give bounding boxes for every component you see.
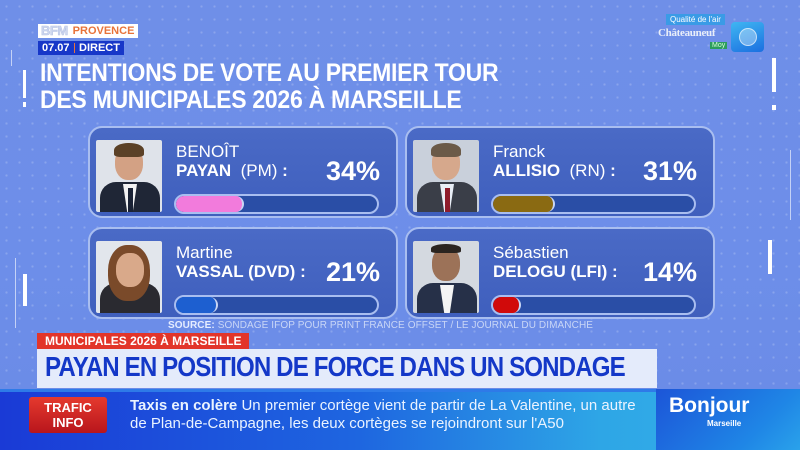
- progress-bar: [174, 295, 379, 315]
- progress-bar: [174, 194, 379, 214]
- last-name: PAYAN: [176, 161, 232, 180]
- candidate-last-name: PAYAN (PM) :: [176, 161, 288, 181]
- progress-fill: [493, 196, 556, 212]
- air-quality-widget: Qualité de l'air Châteauneuf Moy: [658, 12, 766, 54]
- air-quality-icon: [731, 22, 764, 52]
- headline: PAYAN EN POSITION DE FORCE DANS UN SONDA…: [45, 351, 626, 382]
- candidate-percent: 14%: [642, 257, 697, 287]
- separator: [73, 43, 76, 53]
- progress-bar: [491, 194, 696, 214]
- decor-dot: [772, 105, 776, 110]
- decor-line: [790, 150, 791, 220]
- candidate-percent: 31%: [642, 156, 697, 186]
- progress-bar: [491, 295, 696, 315]
- ticker-bold: Taxis en colère: [130, 397, 238, 414]
- candidate-card-delogu: Sébastien DELOGU (LFI) : 14%: [405, 227, 715, 319]
- last-name: VASSAL: [176, 262, 244, 281]
- candidate-card-allisio: Franck ALLISIO (RN) : 31%: [405, 126, 715, 218]
- candidate-photo: [413, 140, 479, 212]
- candidate-last-name: ALLISIO (RN) :: [493, 161, 616, 181]
- live-label: DIRECT: [79, 42, 120, 54]
- channel-region: PROVENCE: [70, 24, 139, 38]
- progress-fill: [493, 297, 522, 313]
- program-subtitle: Marseille: [707, 419, 742, 428]
- candidate-percent: 34%: [325, 156, 380, 186]
- candidate-first-name: Martine: [176, 243, 233, 262]
- title-line-1: INTENTIONS DE VOTE AU PREMIER TOUR: [40, 59, 499, 87]
- decor-line: [15, 258, 16, 328]
- decor-line: [11, 50, 12, 66]
- ticker-text: Taxis en colère Un premier cortège vient…: [130, 397, 650, 433]
- decor-dot: [23, 102, 26, 107]
- candidate-card-payan: BENOÎT PAYAN (PM) : 34%: [88, 126, 398, 218]
- source-text: SONDAGE IFOP POUR PRINT FRANCE OFFSET / …: [217, 320, 594, 331]
- clock-time: 07.07: [42, 42, 70, 54]
- last-name: ALLISIO: [493, 161, 561, 180]
- decor-bar: [768, 240, 772, 274]
- colon: :: [612, 262, 618, 281]
- trafic-info-badge: TRAFIC INFO: [29, 397, 107, 433]
- decor-bar: [772, 58, 776, 92]
- party: (PM): [240, 161, 278, 180]
- candidate-last-name: VASSAL (DVD) :: [176, 262, 306, 282]
- air-quality-city: Châteauneuf: [658, 27, 716, 39]
- candidate-photo: [96, 241, 162, 313]
- progress-fill: [176, 196, 245, 212]
- candidate-last-name: DELOGU (LFI) :: [493, 262, 618, 282]
- air-quality-level: Moy: [710, 42, 728, 49]
- news-ticker: TRAFIC INFO Taxis en colère Un premier c…: [0, 389, 800, 450]
- decor-bar: [23, 70, 26, 98]
- candidate-percent: 21%: [325, 257, 380, 287]
- source-label: SOURCE:: [168, 320, 215, 331]
- title-line-2: DES MUNICIPALES 2026 À MARSEILLE: [40, 86, 462, 114]
- colon: :: [282, 161, 288, 180]
- ticker-body: Un premier cortège vient de partir de La…: [130, 397, 636, 432]
- program-title: Bonjour: [669, 394, 750, 417]
- decor-bar: [23, 274, 27, 306]
- ticker-border: [0, 389, 800, 392]
- candidate-first-name: BENOÎT: [176, 142, 240, 161]
- progress-fill: [176, 297, 219, 313]
- colon: :: [610, 161, 616, 180]
- source-note: SOURCE: SONDAGE IFOP POUR PRINT FRANCE O…: [168, 320, 593, 331]
- party: (DVD): [248, 262, 296, 281]
- channel-brand: BFM: [38, 23, 71, 38]
- badge-line-1: TRAFIC: [44, 400, 92, 415]
- last-name: DELOGU: [493, 262, 566, 281]
- badge-line-2: INFO: [52, 415, 84, 430]
- headline-bar: PAYAN EN POSITION DE FORCE DANS UN SONDA…: [37, 349, 657, 388]
- candidate-first-name: Sébastien: [493, 243, 569, 262]
- candidate-card-vassal: Martine VASSAL (DVD) : 21%: [88, 227, 398, 319]
- party: (LFI): [570, 262, 608, 281]
- candidate-photo: [413, 241, 479, 313]
- graphic-title: INTENTIONS DE VOTE AU PREMIER TOUR DES M…: [40, 59, 499, 114]
- colon: :: [300, 262, 306, 281]
- topic-tag: MUNICIPALES 2026 À MARSEILLE: [37, 333, 250, 349]
- candidate-first-name: Franck: [493, 142, 545, 161]
- channel-logo: BFM PROVENCE 07.07 DIRECT: [38, 23, 139, 56]
- candidate-photo: [96, 140, 162, 212]
- air-quality-label: Qualité de l'air: [666, 14, 725, 25]
- party: (RN): [569, 161, 606, 180]
- program-logo: Bonjour Marseille: [656, 389, 800, 450]
